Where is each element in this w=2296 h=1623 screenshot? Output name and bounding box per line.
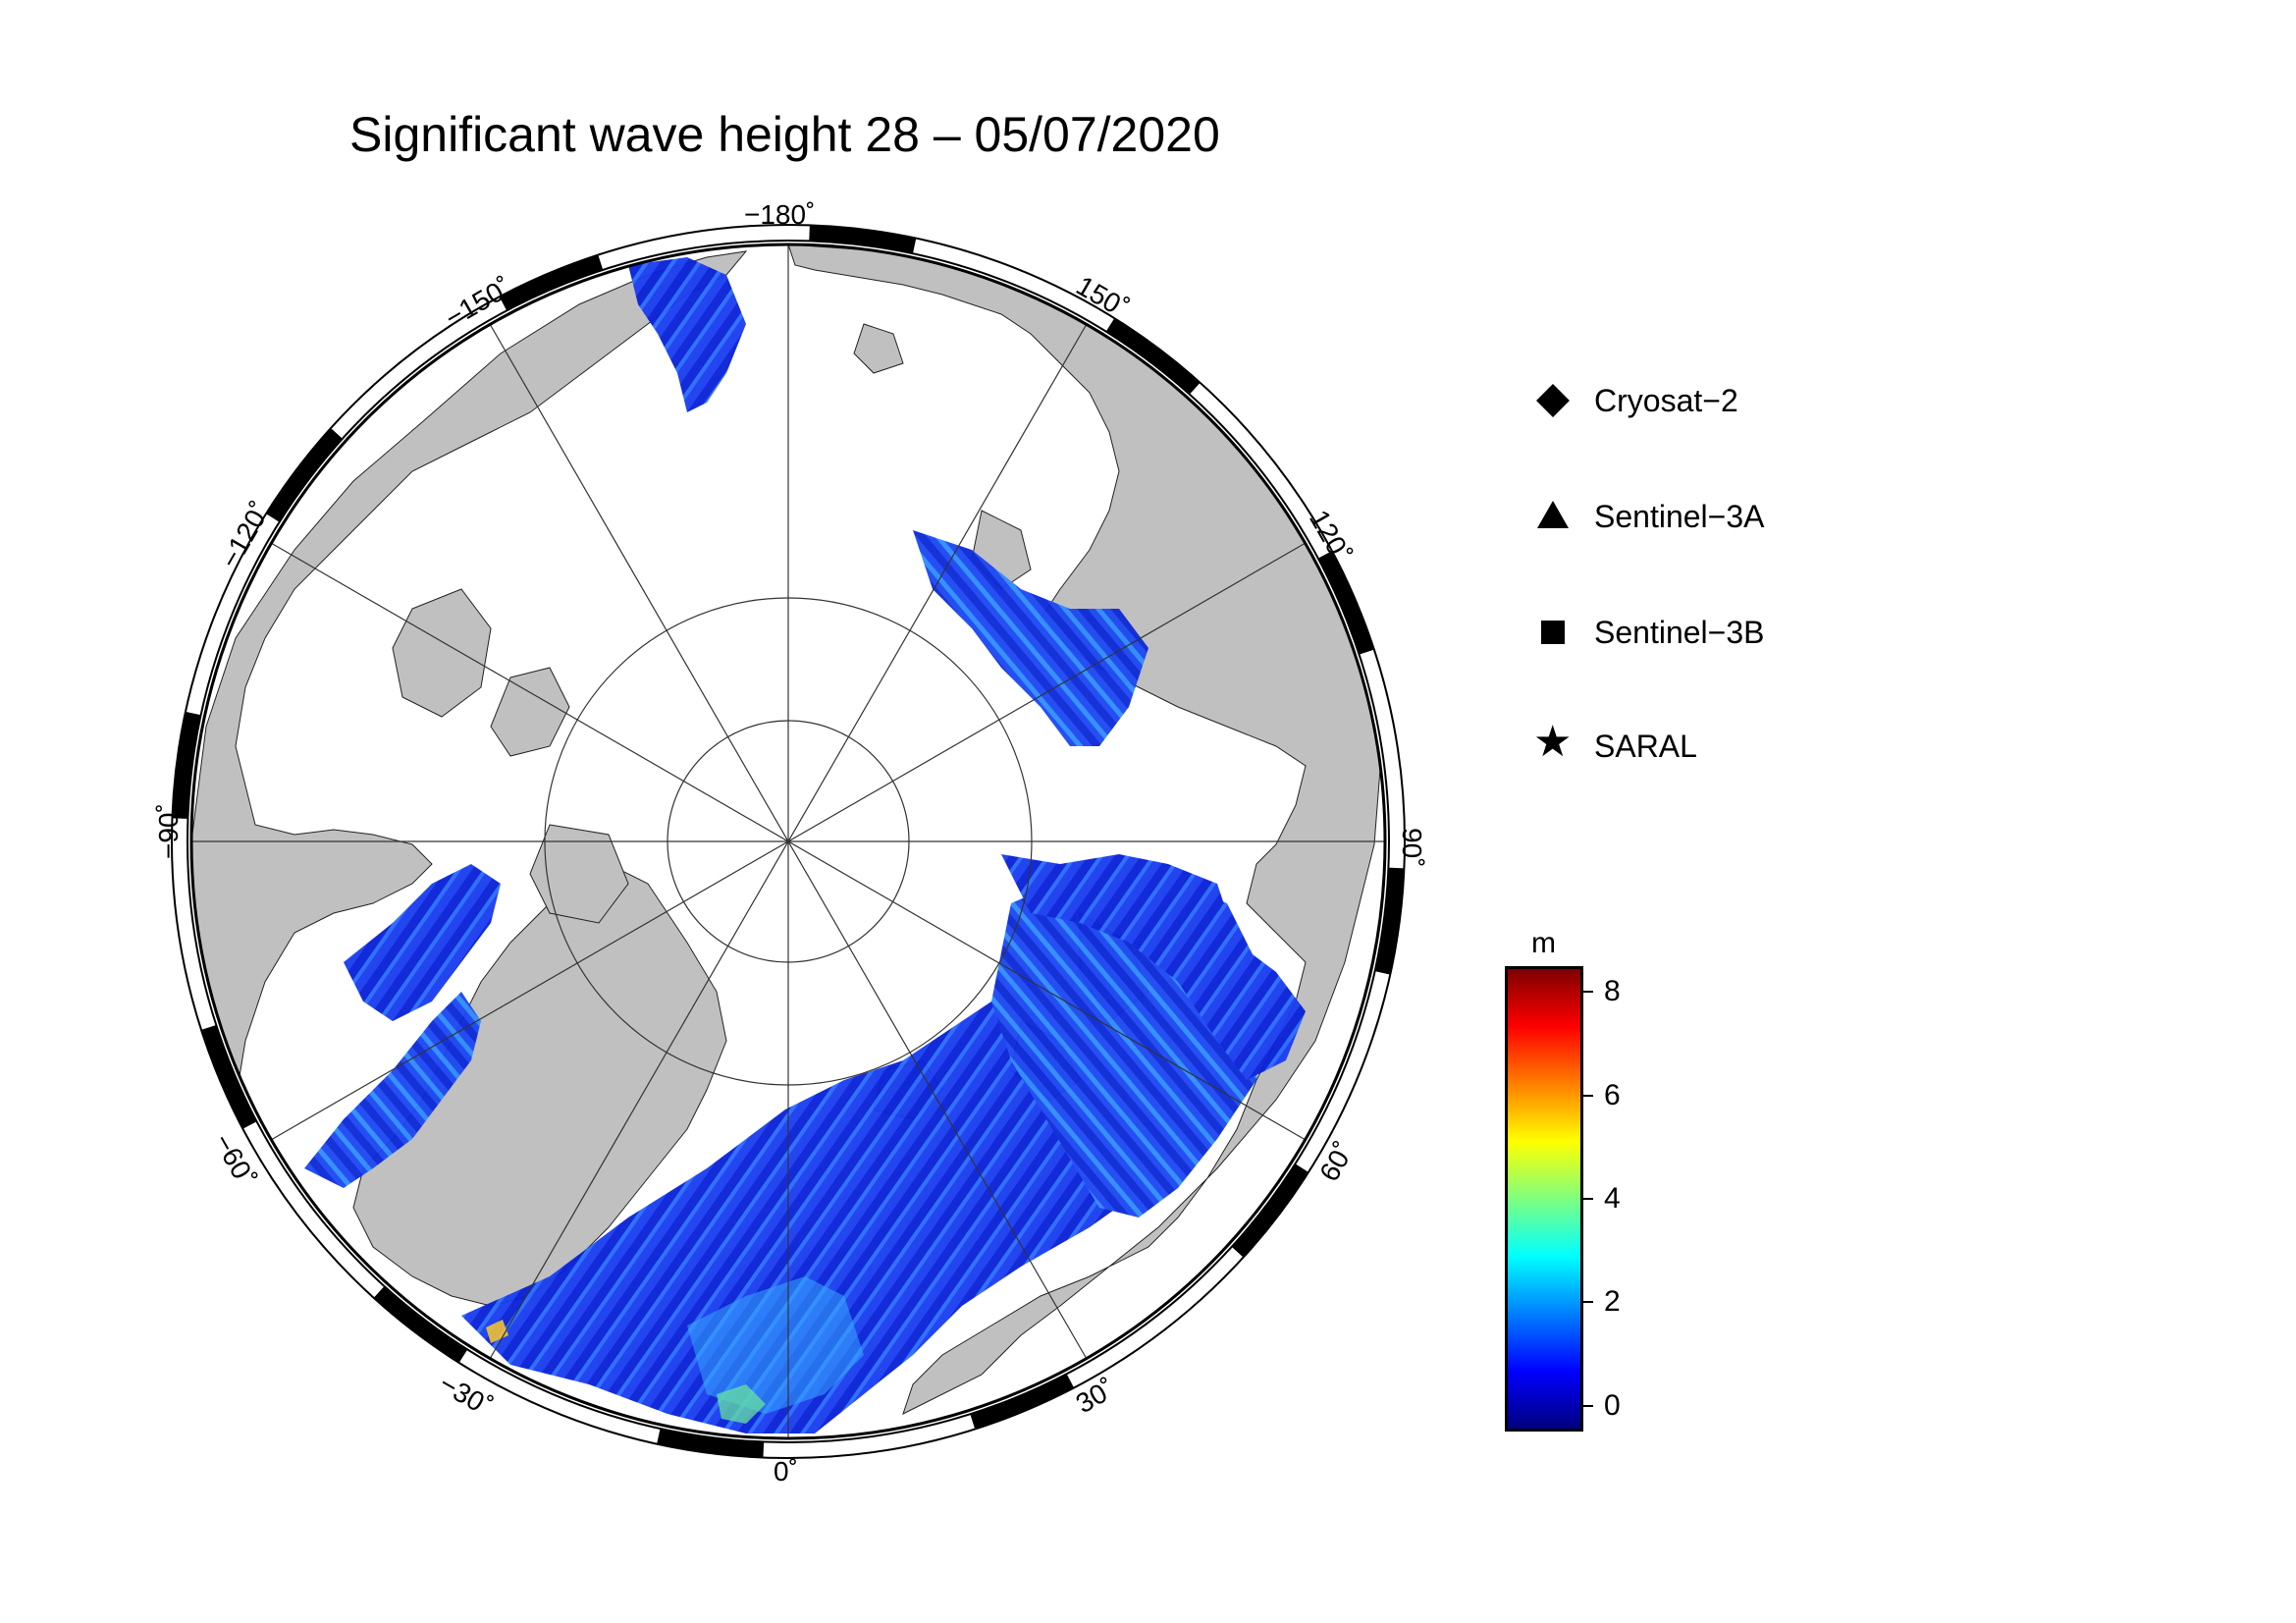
lon-label: 60˚ bbox=[1313, 1137, 1360, 1187]
land-north-america bbox=[191, 250, 748, 1141]
colorbar-tick-label: 6 bbox=[1604, 1078, 1621, 1111]
lon-label: −180˚ bbox=[744, 199, 815, 230]
colorbar-tick-label: 0 bbox=[1604, 1388, 1621, 1422]
land-eurasia-north bbox=[787, 244, 1385, 1415]
legend-item-saral: ★ SARAL bbox=[1533, 718, 1697, 766]
legend-label: Sentinel−3B bbox=[1594, 614, 1765, 650]
track-region-laptev bbox=[913, 530, 1148, 746]
track-region-kara bbox=[1001, 854, 1306, 1080]
colorbar-tick-label: 8 bbox=[1604, 975, 1621, 1008]
map-title: Significant wave height 28 – 05/07/2020 bbox=[349, 107, 1220, 162]
lon-label: −30˚ bbox=[434, 1368, 498, 1422]
lon-label: −60˚ bbox=[208, 1128, 262, 1192]
colorbar-tick-mark bbox=[1583, 1404, 1593, 1407]
triangle-icon bbox=[1533, 497, 1573, 536]
legend-label: Sentinel−3A bbox=[1594, 498, 1765, 534]
colorbar-tick-mark bbox=[1583, 1094, 1593, 1097]
legend-label: Cryosat−2 bbox=[1594, 382, 1738, 418]
lon-label: 0˚ bbox=[774, 1456, 798, 1487]
track-highlight-mid bbox=[687, 1276, 864, 1414]
legend-item-cryosat: Cryosat−2 bbox=[1533, 381, 1738, 420]
lon-label: 90˚ bbox=[1397, 828, 1427, 867]
lon-label: 30˚ bbox=[1071, 1373, 1121, 1419]
track-region-hudson bbox=[344, 864, 501, 1021]
colorbar-tick-mark bbox=[1583, 1198, 1593, 1200]
land-greenland bbox=[352, 863, 727, 1307]
colorbar-tick-mark bbox=[1583, 1301, 1593, 1304]
track-region-baffin bbox=[304, 992, 481, 1188]
legend-item-sentinel-3b: Sentinel−3B bbox=[1533, 613, 1764, 652]
star-icon: ★ bbox=[1533, 718, 1573, 766]
colorbar-unit: m bbox=[1531, 927, 1556, 959]
colorbar-tick-label: 4 bbox=[1604, 1182, 1621, 1215]
map-frame bbox=[171, 224, 1406, 1459]
track-highlight-high bbox=[717, 1384, 766, 1424]
square-icon bbox=[1533, 613, 1573, 652]
wave-data-tracks bbox=[304, 257, 1306, 1434]
track-region-chukchi bbox=[628, 257, 746, 412]
legend-label: SARAL bbox=[1594, 728, 1697, 764]
diamond-icon bbox=[1533, 381, 1573, 420]
legend-item-sentinel-3a: Sentinel−3A bbox=[1533, 497, 1764, 536]
graticule bbox=[191, 244, 1385, 1438]
colorbar bbox=[1505, 966, 1583, 1432]
colorbar-tick-mark bbox=[1583, 991, 1593, 994]
colorbar-tick-label: 2 bbox=[1604, 1285, 1621, 1319]
lon-label: −90˚ bbox=[153, 803, 184, 859]
